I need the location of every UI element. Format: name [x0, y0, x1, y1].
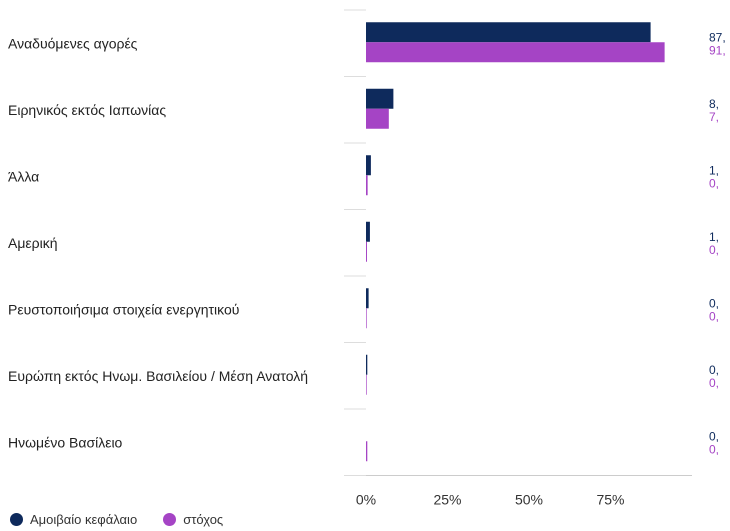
bar-target[interactable]: [366, 175, 368, 196]
data-labels: 87,91,8,7,1,0,1,0,0,0,0,0,0,0,: [709, 30, 726, 456]
category-separators: [344, 9, 366, 476]
data-label: 0,: [709, 296, 719, 310]
data-label: 7,: [709, 110, 719, 124]
x-tick-labels: 0% 25% 50% 75%: [356, 492, 625, 508]
legend-item-fund[interactable]: Αμοιβαίο κεφάλαιο: [10, 512, 137, 527]
bar-fund[interactable]: [366, 288, 369, 309]
category-label: Ειρηνικός εκτός Ιαπωνίας: [8, 102, 166, 118]
data-label: 8,: [709, 97, 719, 111]
legend-label-fund: Αμοιβαίο κεφάλαιο: [30, 512, 138, 527]
data-label: 91,: [709, 43, 726, 57]
data-label: 0,: [709, 363, 719, 377]
category-label: Αναδυόμενες αγορές: [8, 35, 138, 51]
category-label: Αμερική: [8, 235, 58, 251]
data-label: 1,: [709, 230, 719, 244]
bars: [366, 22, 665, 462]
bar-target[interactable]: [366, 374, 367, 395]
bar-fund[interactable]: [366, 354, 368, 375]
data-label: 0,: [709, 442, 719, 456]
legend-item-target[interactable]: στόχος: [163, 512, 223, 527]
category-label: Ευρώπη εκτός Ηνωμ. Βασιλείου / Μέση Ανατ…: [8, 368, 308, 384]
legend: Αμοιβαίο κεφάλαιο στόχος: [10, 512, 249, 527]
category-label: Άλλα: [8, 168, 39, 184]
category-label: Ρευστοποιήσιμα στοιχεία ενεργητικού: [8, 301, 239, 317]
bar-fund[interactable]: [366, 22, 651, 43]
bar-fund[interactable]: [366, 88, 394, 109]
bar-target[interactable]: [366, 241, 367, 262]
bar-target[interactable]: [366, 42, 665, 63]
x-tick-label: 50%: [515, 492, 543, 508]
data-label: 0,: [709, 243, 719, 257]
bar-target[interactable]: [366, 441, 368, 462]
bar-target[interactable]: [366, 108, 389, 129]
bar-target[interactable]: [366, 308, 367, 329]
legend-dot-fund: [10, 513, 23, 526]
data-label: 0,: [709, 429, 719, 443]
x-tick-label: 25%: [433, 492, 461, 508]
data-label: 0,: [709, 376, 719, 390]
bar-fund[interactable]: [366, 155, 371, 176]
data-label: 87,: [709, 30, 726, 44]
data-label: 1,: [709, 163, 719, 177]
x-tick-label: 75%: [596, 492, 624, 508]
legend-dot-target: [163, 513, 177, 526]
data-label: 0,: [709, 176, 719, 190]
data-label: 0,: [709, 309, 719, 323]
x-tick-label: 0%: [356, 492, 376, 508]
category-labels: Αναδυόμενες αγορές Ειρηνικός εκτός Ιαπωνί…: [8, 35, 308, 450]
bar-fund[interactable]: [366, 221, 370, 242]
category-label: Ηνωμένο Βασίλειο: [8, 434, 123, 450]
bar-chart: Αναδυόμενες αγορές Ειρηνικός εκτός Ιαπωνί…: [8, 9, 726, 508]
legend-label-target: στόχος: [183, 512, 224, 527]
